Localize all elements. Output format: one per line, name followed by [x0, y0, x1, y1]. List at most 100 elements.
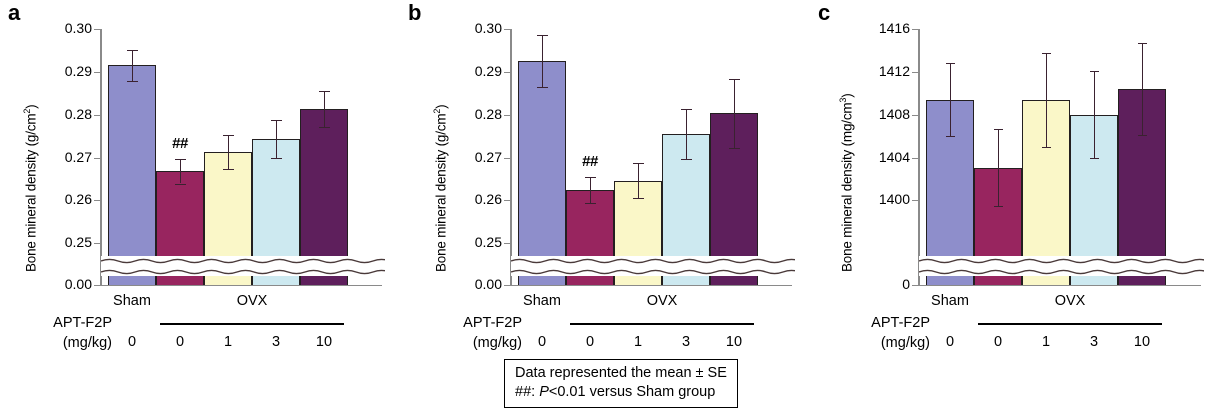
y-tick-label-6: 0.00 — [474, 276, 502, 292]
dose-label-b-2: 1 — [633, 334, 643, 350]
error-cap-bottom-b-0 — [536, 86, 548, 88]
error-cap-bottom-a-2 — [222, 168, 234, 170]
caption-line-significance: ##: P<0.01 versus Sham group — [515, 383, 727, 402]
y-tick-2 — [94, 115, 100, 116]
y-axis-line — [510, 29, 512, 285]
axis-break-a — [101, 256, 385, 276]
y-axis-title: Bone mineral density (mg/cm3) — [838, 93, 855, 272]
group-label-ovx: OVX — [236, 293, 268, 309]
error-cap-top-a-3 — [270, 119, 282, 121]
error-bar-b-0 — [542, 35, 543, 87]
error-cap-top-c-1 — [993, 129, 1003, 131]
ovx-group-rule — [978, 323, 1162, 326]
error-bar-c-0 — [950, 63, 951, 136]
error-cap-bottom-c-1 — [993, 206, 1003, 208]
dose-label-b-3: 3 — [681, 334, 691, 350]
caption-line-mean-se: Data represented the mean ± SE — [515, 365, 727, 381]
dose-label-a-3: 3 — [271, 334, 281, 350]
treatment-name-label: APT-F2P — [53, 315, 112, 331]
plot-area-a: 0.30 0.29 0.28 0.27 0.26 0.25 0.00 Bone mineral… — [0, 0, 400, 411]
error-bar-a-2 — [228, 134, 229, 169]
panel-b: b 0.30 0.29 0.28 0.27 0.26 0.25 0.00 Bone miner… — [400, 0, 810, 411]
panel-c: c 1416 1412 1408 1404 1400 0 Bone mineral dens… — [810, 0, 1219, 411]
error-cap-bottom-b-1 — [584, 202, 596, 204]
y-tick-label-6: 0.00 — [64, 276, 92, 292]
caption-sig-prefix: ##: — [515, 384, 540, 400]
bar-a-4 — [300, 109, 348, 265]
bar-a-3 — [252, 138, 300, 265]
error-cap-top-c-4 — [1137, 43, 1147, 45]
y-tick-label-2: 1408 — [878, 106, 910, 122]
y-tick-label-3: 0.27 — [64, 149, 92, 165]
ovx-group-rule — [570, 323, 754, 326]
dose-label-b-1: 0 — [585, 334, 595, 350]
error-cap-bottom-a-3 — [270, 158, 282, 160]
significance-marker-a: ## — [172, 134, 188, 152]
dose-label-c-3: 3 — [1089, 334, 1099, 350]
y-tick-label-5: 0.25 — [474, 234, 502, 250]
treatment-unit-label: (mg/kg) — [62, 335, 112, 351]
dose-label-a-4: 10 — [315, 334, 333, 350]
error-bar-a-0 — [132, 49, 133, 82]
plot-area-c: 1416 1412 1408 1404 1400 0 Bone mineral densit… — [810, 0, 1219, 411]
error-cap-bottom-b-3 — [680, 159, 692, 161]
treatment-unit-label: (mg/kg) — [880, 335, 930, 351]
error-bar-b-2 — [638, 162, 639, 199]
y-tick-3 — [912, 158, 918, 159]
error-cap-top-b-2 — [632, 162, 644, 164]
panel-label-c: c — [818, 0, 831, 25]
y-axis-line — [100, 29, 102, 285]
caption-sig-rest: <0.01 versus Sham group — [548, 384, 716, 400]
y-tick-label-4: 0.26 — [64, 191, 92, 207]
y-tick-4 — [94, 200, 100, 201]
group-label-sham: Sham — [523, 293, 561, 309]
y-tick-label-5: 0 — [902, 276, 910, 292]
y-tick-2 — [912, 115, 918, 116]
error-cap-bottom-c-4 — [1137, 135, 1147, 137]
ovx-group-rule — [160, 323, 344, 326]
significance-marker-b: ## — [582, 153, 598, 171]
bar-a-2 — [204, 151, 252, 265]
treatment-name-label: APT-F2P — [463, 315, 522, 331]
y-tick-label-2: 0.28 — [474, 106, 502, 122]
y-tick-0 — [94, 29, 100, 30]
error-cap-bottom-b-4 — [728, 147, 740, 149]
error-bar-b-3 — [686, 108, 687, 160]
y-tick-3 — [94, 158, 100, 159]
y-tick-5 — [94, 243, 100, 244]
y-tick-label-4: 1400 — [878, 191, 910, 207]
dose-label-a-2: 1 — [223, 334, 233, 350]
group-label-ovx: OVX — [1054, 293, 1086, 309]
panel-label-a: a — [8, 0, 21, 25]
group-label-sham: Sham — [113, 293, 151, 309]
caption-sig-p: P — [539, 384, 549, 400]
x-axis-line — [918, 285, 1201, 287]
y-tick-2 — [504, 115, 510, 116]
y-tick-label-0: 0.30 — [474, 20, 502, 36]
error-cap-top-a-4 — [318, 91, 330, 93]
y-tick-4 — [504, 200, 510, 201]
y-tick-label-3: 0.27 — [474, 149, 502, 165]
y-tick-label-1: 0.29 — [64, 63, 92, 79]
error-cap-top-b-1 — [584, 177, 596, 179]
dose-label-a-0: 0 — [127, 334, 137, 350]
treatment-unit-label: (mg/kg) — [472, 335, 522, 351]
error-bar-b-1 — [590, 177, 591, 203]
y-tick-label-0: 0.30 — [64, 20, 92, 36]
dose-label-a-1: 0 — [175, 334, 185, 350]
dose-label-c-0: 0 — [945, 334, 955, 350]
plot-area-b: 0.30 0.29 0.28 0.27 0.26 0.25 0.00 Bone mineral… — [400, 0, 810, 411]
y-tick-1 — [504, 72, 510, 73]
y-tick-4 — [912, 200, 918, 201]
error-cap-top-c-0 — [945, 63, 955, 65]
group-label-ovx: OVX — [646, 293, 678, 309]
error-cap-top-c-2 — [1041, 53, 1051, 55]
y-axis-title: Bone mineral density (g/cm2) — [432, 104, 449, 272]
y-tick-6 — [94, 285, 100, 286]
group-label-sham: Sham — [931, 293, 969, 309]
error-cap-top-a-0 — [126, 49, 138, 51]
bar-b-1 — [566, 189, 614, 265]
dose-label-b-0: 0 — [537, 334, 547, 350]
dose-label-b-4: 10 — [725, 334, 743, 350]
